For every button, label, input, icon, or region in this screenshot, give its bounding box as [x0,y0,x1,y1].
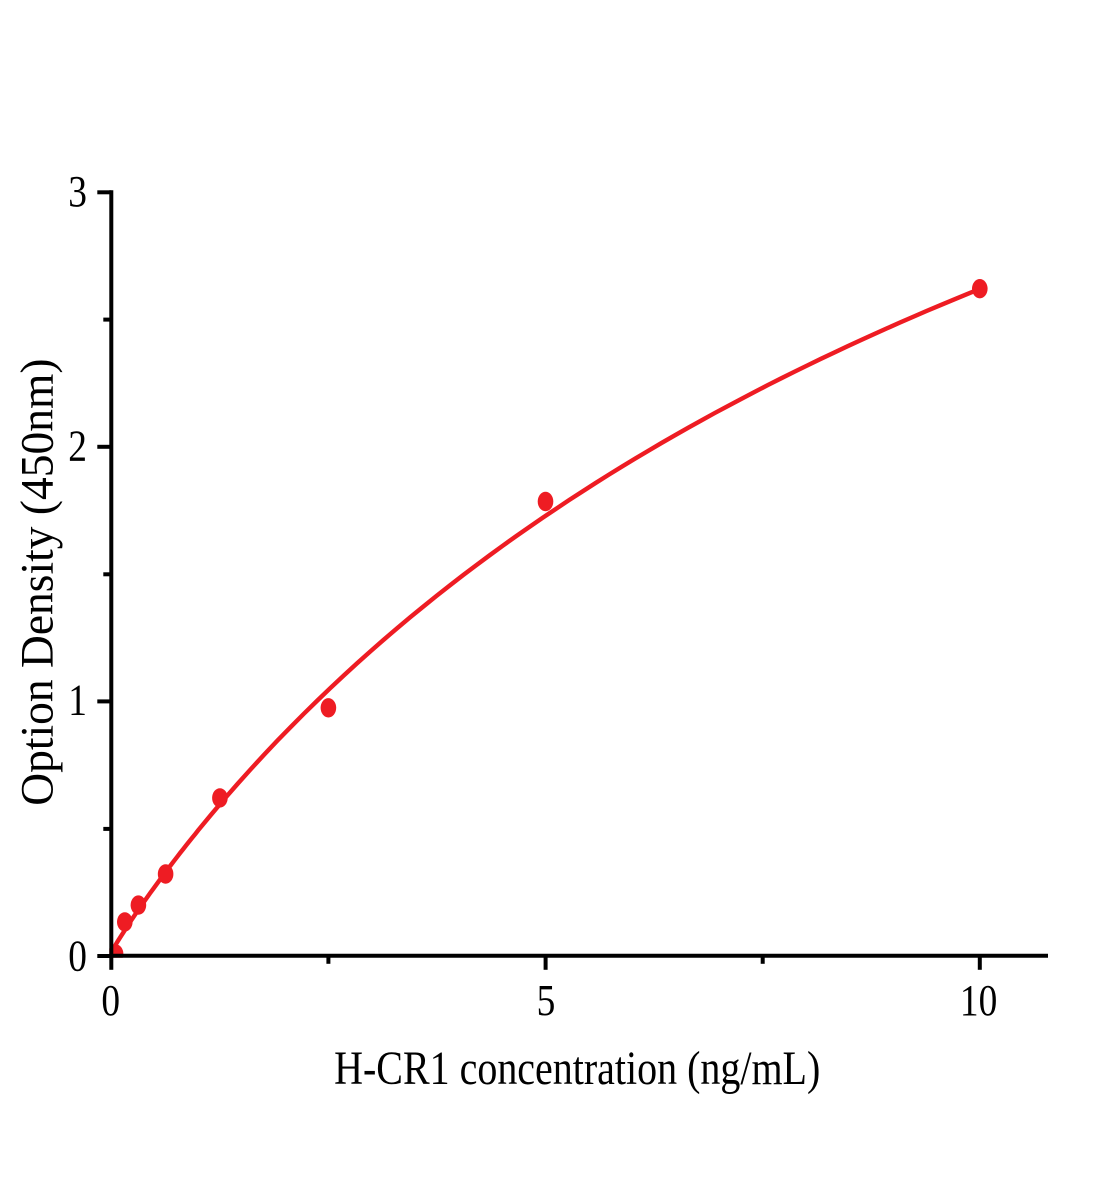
svg-text:Option Density (450nm): Option Density (450nm) [12,358,64,805]
svg-text:H-CR1 concentration (ng/mL): H-CR1 concentration (ng/mL) [334,1042,820,1095]
svg-text:0: 0 [68,932,87,980]
svg-text:5: 5 [537,976,556,1024]
svg-text:10: 10 [960,976,997,1024]
svg-text:2: 2 [68,422,87,470]
svg-text:1: 1 [68,676,87,724]
svg-text:3: 3 [68,167,87,215]
svg-text:0: 0 [101,976,120,1024]
